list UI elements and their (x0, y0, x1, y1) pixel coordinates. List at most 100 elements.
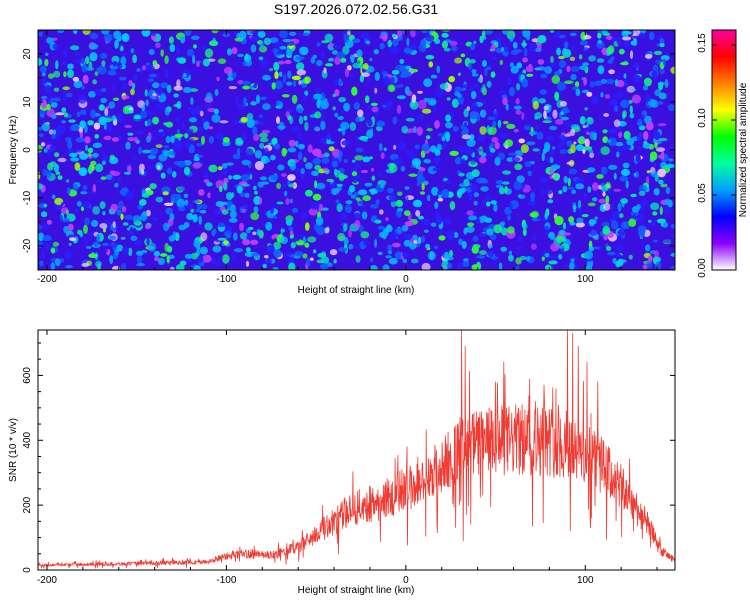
heatmap-cell (469, 134, 475, 140)
y-tick-label: -20 (22, 238, 33, 253)
heatmap-cell (588, 219, 597, 225)
heatmap-cell (157, 257, 165, 265)
heatmap-cell (646, 121, 654, 131)
heatmap-cell (241, 183, 250, 187)
heatmap-cell (52, 241, 60, 247)
heatmap-cell (499, 59, 503, 66)
heatmap-cell (290, 230, 294, 236)
heatmap-cell (597, 32, 602, 39)
heatmap-cell (649, 31, 655, 41)
heatmap-cell (120, 213, 124, 220)
heatmap-cell (587, 186, 592, 193)
heatmap-cell (446, 262, 453, 269)
heatmap-cell (190, 208, 195, 213)
heatmap-cell (184, 30, 192, 36)
heatmap-cell (502, 97, 508, 106)
heatmap-cell (536, 42, 542, 50)
heatmap-cell (400, 165, 406, 172)
heatmap-cell (523, 47, 528, 57)
heatmap-cell (528, 63, 532, 68)
heatmap-cell (130, 48, 135, 54)
heatmap-cell (324, 33, 334, 43)
heatmap-cell (287, 40, 295, 46)
heatmap-cell (417, 113, 424, 121)
heatmap-cell (259, 142, 265, 149)
heatmap-cell (151, 214, 155, 221)
heatmap-cell (276, 201, 284, 205)
heatmap-cell (82, 30, 91, 35)
heatmap-cell (426, 123, 430, 128)
heatmap-cell (241, 159, 251, 166)
heatmap-cell (292, 80, 297, 87)
heatmap-cell (269, 154, 276, 161)
heatmap-cell (101, 160, 106, 165)
heatmap-cell (628, 218, 637, 227)
heatmap-cell (526, 73, 534, 77)
heatmap-cell (184, 140, 191, 149)
heatmap-cell (74, 59, 82, 64)
heatmap-cell (103, 228, 106, 233)
heatmap-cell (281, 183, 287, 188)
heatmap-cell (388, 100, 393, 108)
heatmap-cell (564, 264, 569, 268)
heatmap-cell (637, 225, 647, 234)
heatmap-cell (183, 86, 192, 94)
heatmap-cell (556, 47, 561, 56)
heatmap-cell (382, 104, 387, 108)
heatmap-cell (509, 86, 515, 97)
heatmap-y-ticks: -20 -10 0 10 20 (22, 29, 675, 271)
heatmap-cell (112, 221, 116, 229)
heatmap-cell (607, 251, 616, 256)
heatmap-cell (504, 139, 514, 148)
heatmap-cell (566, 65, 571, 73)
heatmap-cell (102, 242, 109, 247)
heatmap-cell (146, 109, 153, 116)
heatmap-cell (362, 156, 371, 163)
heatmap-cell (313, 126, 320, 132)
heatmap-cell (373, 49, 379, 55)
heatmap-cell (351, 86, 358, 96)
heatmap-cell (290, 237, 300, 242)
heatmap-cell (280, 173, 287, 177)
heatmap-cell (160, 253, 168, 257)
heatmap-cell (603, 202, 611, 211)
heatmap-cell (654, 142, 658, 149)
heatmap-cell (472, 235, 479, 242)
heatmap-cell (597, 151, 602, 156)
heatmap-cell (203, 172, 210, 179)
heatmap-cell (266, 258, 272, 264)
heatmap-cell (192, 162, 202, 169)
heatmap-cell (522, 228, 527, 236)
heatmap-cell (55, 125, 65, 135)
heatmap-cell (239, 30, 247, 40)
heatmap-cell (186, 212, 194, 221)
heatmap-cell (536, 131, 544, 140)
heatmap-cell (569, 56, 576, 61)
heatmap-cell (391, 242, 401, 248)
heatmap-cell (334, 89, 340, 97)
heatmap-cell (357, 109, 364, 117)
heatmap-cell (338, 78, 343, 86)
heatmap-cell (147, 118, 152, 126)
heatmap-cell (387, 187, 394, 194)
heatmap-cell (584, 138, 590, 147)
y-tick-label: 200 (22, 496, 33, 513)
heatmap-cell (353, 212, 362, 220)
heatmap-cell (515, 265, 520, 270)
heatmap-cell (114, 39, 119, 49)
heatmap-cell (516, 83, 521, 91)
heatmap-cell (277, 164, 285, 171)
heatmap-cell (654, 261, 662, 270)
heatmap-cell (664, 79, 669, 88)
heatmap-cell (570, 73, 577, 81)
heatmap-cell (38, 125, 43, 131)
heatmap-cell (579, 65, 587, 71)
heatmap-cell (297, 151, 303, 161)
heatmap-cell (343, 223, 348, 232)
heatmap-cell (585, 264, 593, 270)
heatmap-cell (481, 30, 486, 38)
heatmap-cell (75, 137, 85, 143)
heatmap-cell (121, 262, 127, 270)
heatmap-cell (631, 88, 636, 92)
heatmap-cell (104, 248, 108, 253)
